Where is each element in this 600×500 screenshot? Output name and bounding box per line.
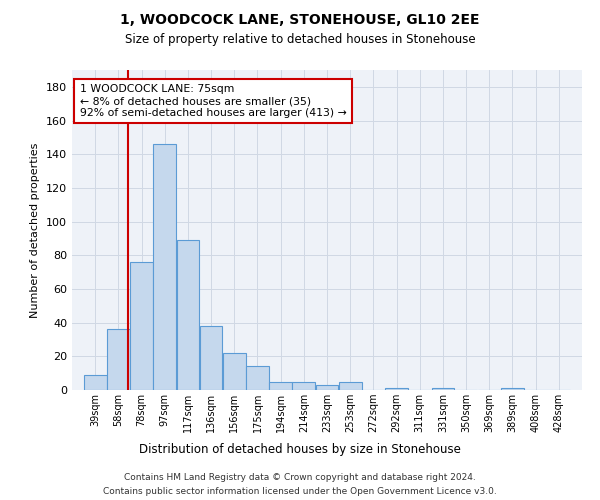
Y-axis label: Number of detached properties: Number of detached properties [31, 142, 40, 318]
Bar [246, 366, 269, 390]
Bar [431, 388, 454, 390]
Text: Contains public sector information licensed under the Open Government Licence v3: Contains public sector information licen… [103, 488, 497, 496]
Bar [269, 382, 292, 390]
Bar [339, 382, 362, 390]
Bar [316, 385, 338, 390]
Bar [84, 375, 107, 390]
Bar [292, 382, 315, 390]
Text: 1, WOODCOCK LANE, STONEHOUSE, GL10 2EE: 1, WOODCOCK LANE, STONEHOUSE, GL10 2EE [120, 12, 480, 26]
Text: 1 WOODCOCK LANE: 75sqm
← 8% of detached houses are smaller (35)
92% of semi-deta: 1 WOODCOCK LANE: 75sqm ← 8% of detached … [80, 84, 346, 117]
Bar [176, 240, 199, 390]
Bar [501, 388, 524, 390]
Bar [200, 326, 223, 390]
Bar [107, 330, 130, 390]
Text: Contains HM Land Registry data © Crown copyright and database right 2024.: Contains HM Land Registry data © Crown c… [124, 472, 476, 482]
Bar [154, 144, 176, 390]
Bar [223, 353, 245, 390]
Bar [130, 262, 153, 390]
Text: Distribution of detached houses by size in Stonehouse: Distribution of detached houses by size … [139, 442, 461, 456]
Text: Size of property relative to detached houses in Stonehouse: Size of property relative to detached ho… [125, 32, 475, 46]
Bar [385, 388, 408, 390]
